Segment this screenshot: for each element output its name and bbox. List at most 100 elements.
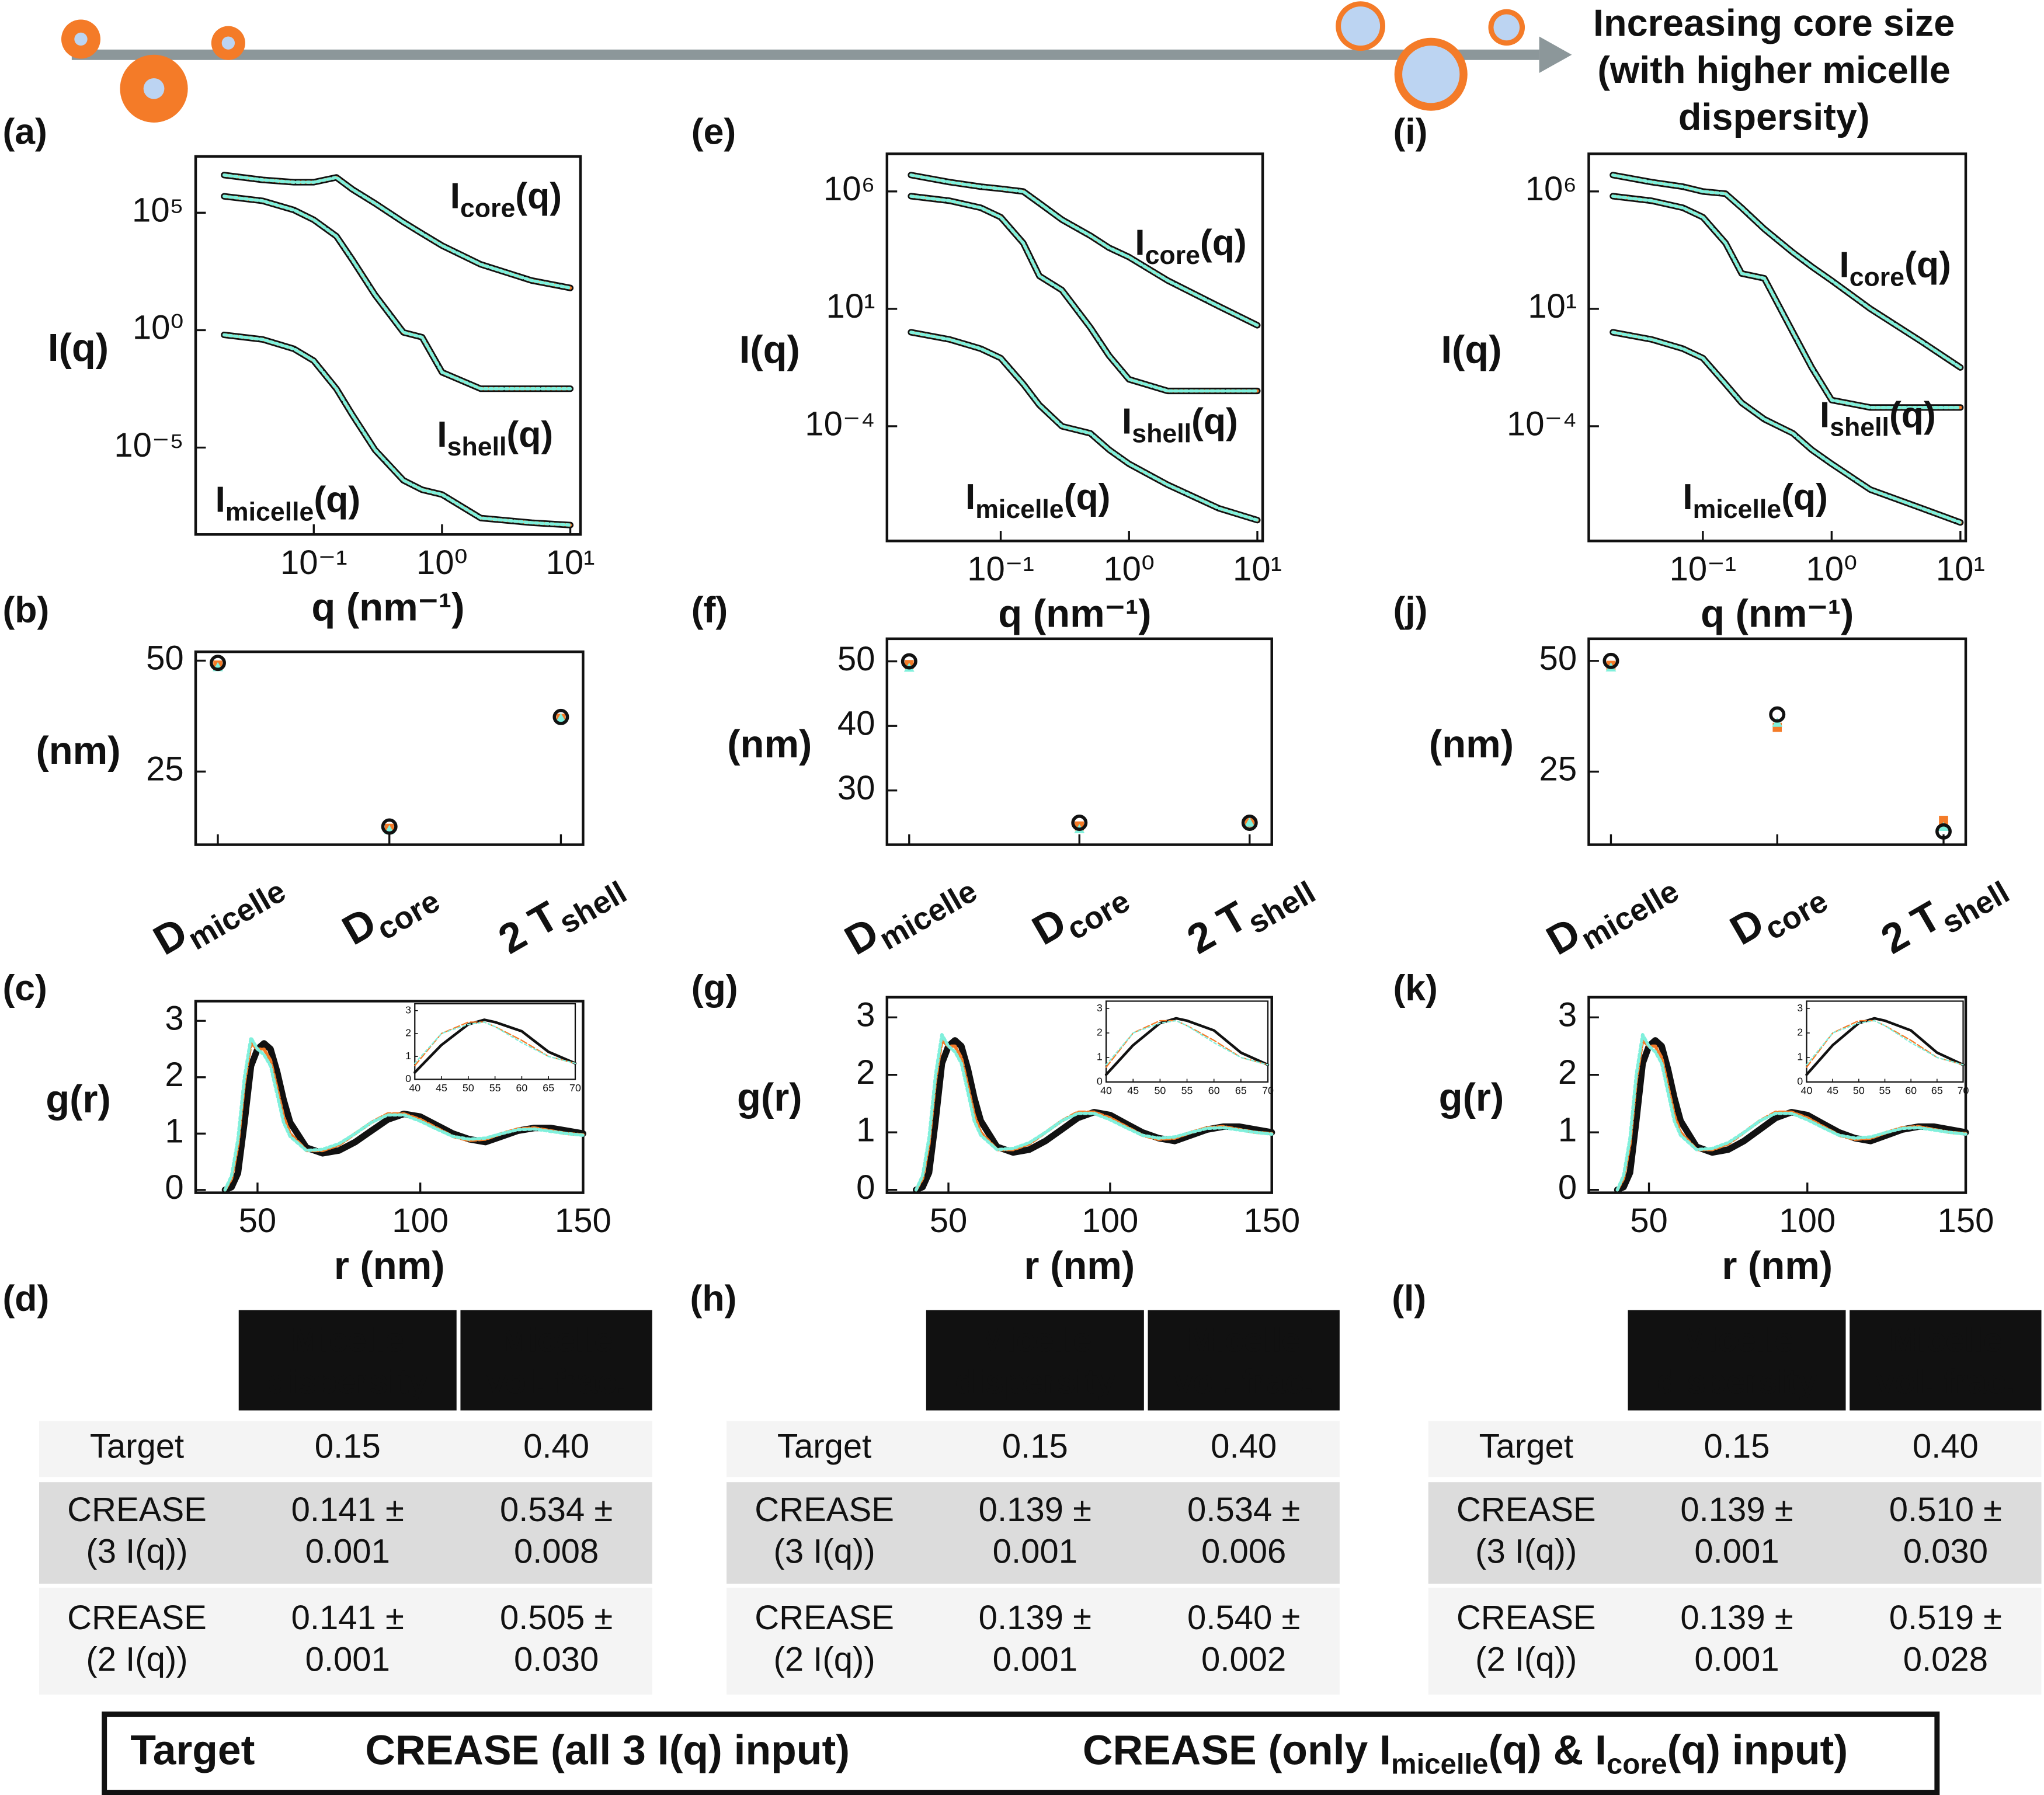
panel-label: (l) bbox=[1392, 1278, 1426, 1319]
table-cell-text: CREASE bbox=[755, 1599, 894, 1637]
y-tick-label: 50 bbox=[837, 640, 875, 678]
x-tick-label: 40 bbox=[1100, 1085, 1112, 1097]
y-tick-label: 1 bbox=[165, 1112, 183, 1150]
text-part: (q) bbox=[1191, 401, 1238, 441]
point bbox=[1241, 815, 1258, 831]
text-part: (q) bbox=[1904, 244, 1951, 285]
subscript: micelle bbox=[1693, 495, 1781, 524]
curve-label: Imicelle(q) bbox=[1683, 476, 1828, 524]
y-tick-label: 25 bbox=[1539, 750, 1577, 788]
y-axis-label: (nm) bbox=[727, 722, 812, 766]
table-cell-text: 0.030 bbox=[1903, 1532, 1988, 1570]
text-part: (q) bbox=[506, 413, 553, 454]
y-tick-label: 10⁻⁴ bbox=[1507, 405, 1577, 443]
table-cell-text: 0.139 ± bbox=[1680, 1491, 1793, 1529]
table-cell-text: 0.141 ± bbox=[291, 1491, 404, 1529]
plot-frame bbox=[1806, 1000, 1964, 1083]
table-header-text: dispersity bbox=[955, 1363, 1115, 1401]
x-tick-label: 10¹ bbox=[546, 544, 595, 582]
table-header-text: Micelle bbox=[1187, 1321, 1301, 1359]
subscript: core bbox=[460, 194, 515, 222]
data-line bbox=[1104, 1017, 1270, 1076]
x-tick-label: 70 bbox=[569, 1082, 581, 1094]
table-cell-text: (2 I(q)) bbox=[774, 1641, 875, 1679]
table-cell-text: 0.15 bbox=[1704, 1428, 1770, 1466]
x-axis-label: r (nm) bbox=[1722, 1244, 1833, 1288]
point bbox=[381, 818, 398, 835]
x-axis-label: q (nm⁻¹) bbox=[311, 585, 464, 629]
text-part: CREASE (all 3 I(q) input) bbox=[365, 1727, 850, 1773]
x-tick-label: 45 bbox=[436, 1082, 447, 1094]
table-cell-text: 0.002 bbox=[1201, 1641, 1286, 1679]
panel-label: (g) bbox=[691, 968, 738, 1008]
subscript: core bbox=[1850, 263, 1904, 292]
header-text: dispersity) bbox=[1678, 96, 1870, 138]
y-tick-label: 2 bbox=[405, 1027, 411, 1039]
table-header-cell bbox=[1850, 1310, 2042, 1411]
x-tick-label: 55 bbox=[1181, 1085, 1193, 1097]
text-part: I bbox=[965, 476, 975, 517]
legend-box bbox=[102, 1711, 1940, 1795]
table-cell-text: 0.15 bbox=[315, 1428, 381, 1466]
data-line bbox=[914, 1033, 1274, 1192]
y-axis-label: g(r) bbox=[737, 1076, 802, 1119]
text-part: (q) bbox=[515, 175, 562, 216]
text-part: I bbox=[1839, 244, 1849, 285]
plot-frame bbox=[414, 1003, 576, 1080]
x-tick-label: 100 bbox=[1779, 1202, 1836, 1240]
table-cell-text: (2 I(q)) bbox=[86, 1641, 187, 1679]
subscript: shell bbox=[1132, 419, 1191, 448]
header-text: Increasing core size bbox=[1593, 2, 1955, 44]
y-tick-label: 10⁻⁵ bbox=[114, 426, 183, 464]
x-tick-label: 65 bbox=[543, 1082, 554, 1094]
table-cell-text: (3 I(q)) bbox=[774, 1532, 875, 1570]
y-axis-label: g(r) bbox=[1439, 1076, 1504, 1119]
y-tick-label: 0 bbox=[165, 1168, 183, 1206]
text-part: I bbox=[1135, 222, 1145, 263]
table-cell-text: (3 I(q)) bbox=[86, 1532, 187, 1570]
legend-entry: CREASE (only Imicelle(q) & Icore(q) inpu… bbox=[1083, 1727, 1848, 1780]
x-tick-label: 150 bbox=[555, 1202, 611, 1240]
core-icon bbox=[221, 36, 235, 50]
text-part: I bbox=[1820, 394, 1830, 435]
table-cell-text: 0.139 ± bbox=[1680, 1599, 1793, 1637]
table-header-text: Micelle bbox=[1680, 1321, 1793, 1359]
panel-label: (c) bbox=[2, 968, 47, 1008]
table-header-text: vol. frac. bbox=[1876, 1363, 2015, 1401]
subscript: shell bbox=[1830, 413, 1889, 441]
data-line bbox=[909, 331, 1259, 522]
x-tick-label: 10⁰ bbox=[1806, 550, 1857, 588]
table-cell-text: 0.001 bbox=[1694, 1532, 1779, 1570]
y-tick-label: 0 bbox=[1797, 1076, 1803, 1087]
x-tick-label: 150 bbox=[1938, 1202, 1994, 1240]
data-line bbox=[222, 333, 572, 527]
point bbox=[1769, 706, 1786, 723]
x-axis-label: q (nm⁻¹) bbox=[1701, 592, 1854, 636]
x-tick-label: 50 bbox=[239, 1202, 277, 1240]
panel-label: (e) bbox=[691, 111, 736, 152]
y-axis-label: I(q) bbox=[739, 328, 800, 372]
y-tick-label: 0 bbox=[1558, 1168, 1577, 1206]
text-part: (q) bbox=[1200, 222, 1247, 263]
y-tick-label: 1 bbox=[405, 1050, 411, 1062]
x-tick-label: 50 bbox=[930, 1202, 968, 1240]
table-header-cell bbox=[460, 1310, 652, 1411]
table-header-text: Micelle bbox=[500, 1321, 613, 1359]
curve-label: Imicelle(q) bbox=[965, 476, 1111, 524]
table-header-text: Micelle bbox=[1889, 1321, 2003, 1359]
table-cell-text: 0.139 ± bbox=[979, 1599, 1091, 1637]
data-line bbox=[1615, 1033, 1967, 1192]
y-tick-label: 25 bbox=[146, 750, 184, 788]
y-tick-label: 3 bbox=[856, 996, 875, 1034]
text-part: (q) bbox=[1781, 476, 1828, 517]
table-header-text: vol. frac. bbox=[1174, 1363, 1313, 1401]
panel-label: (j) bbox=[1393, 590, 1427, 631]
plot-frame bbox=[885, 637, 1273, 846]
table-row bbox=[726, 1421, 1340, 1477]
data-line bbox=[913, 1037, 1275, 1194]
y-tick-label: 3 bbox=[405, 1004, 411, 1015]
point bbox=[1935, 823, 1952, 840]
table-cell-text: 0.001 bbox=[305, 1641, 390, 1679]
x-tick-label: 65 bbox=[1931, 1085, 1943, 1097]
table-cell-text: CREASE bbox=[1456, 1599, 1596, 1637]
